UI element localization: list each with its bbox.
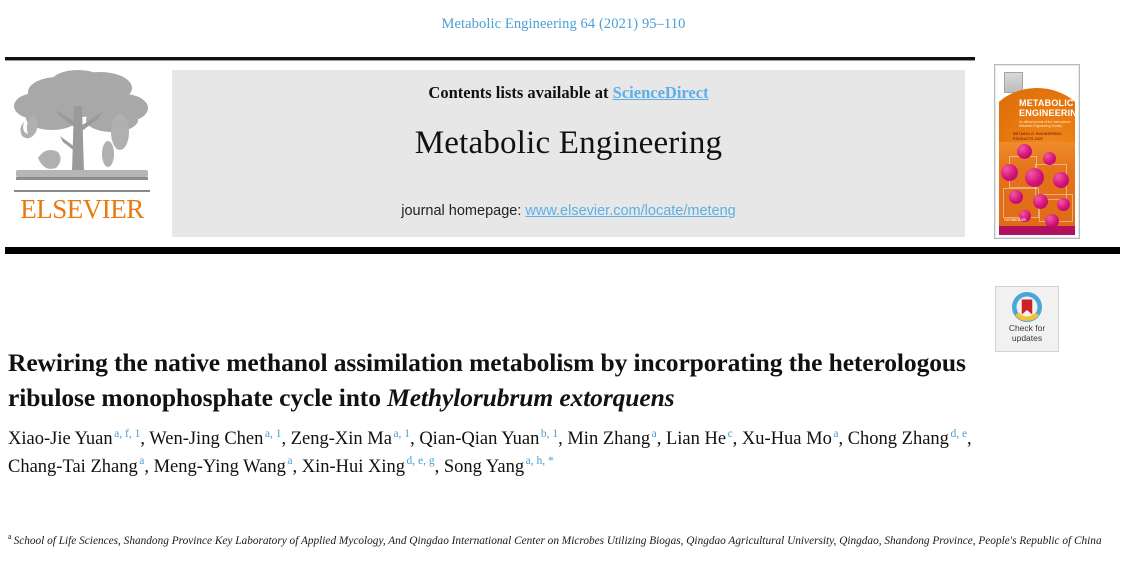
sciencedirect-link[interactable]: ScienceDirect: [612, 83, 709, 102]
crossmark-label: Check for updates: [996, 323, 1058, 343]
author-affiliation-marks[interactable]: a, 1: [264, 427, 282, 440]
crossmark-label-line1: Check for: [1008, 323, 1046, 333]
author-affiliation-marks[interactable]: a: [139, 455, 145, 468]
author-name[interactable]: Xu-Hua Mo: [741, 429, 832, 449]
cover-title-line1: METABOLIC: [1019, 98, 1074, 108]
author-name[interactable]: Song Yang: [443, 456, 525, 477]
author-name[interactable]: Qian-Qian Yuan: [419, 429, 540, 449]
author-affiliation-marks[interactable]: a: [287, 455, 293, 468]
author-affiliation-marks[interactable]: a: [833, 427, 839, 440]
affiliation-item: a School of Life Sciences, Shandong Provi…: [8, 532, 1118, 550]
header-divider-top: [5, 57, 975, 61]
crossmark-badge[interactable]: Check for updates: [995, 286, 1059, 352]
cover-footer-bar: [999, 226, 1075, 235]
author-name[interactable]: Lian He: [665, 429, 727, 449]
journal-homepage-prefix: journal homepage:: [401, 203, 526, 219]
affiliation-mark: a: [8, 532, 12, 542]
author-affiliation-marks[interactable]: a, 1: [393, 427, 411, 440]
elsevier-wordmark: ELSEVIER: [20, 194, 144, 224]
article-title-text: Rewiring the native methanol assimilatio…: [8, 348, 966, 413]
cover-title: METABOLIC ENGINEERING: [1019, 98, 1075, 118]
author-name[interactable]: Xin-Hui Xing: [301, 456, 406, 477]
contents-lists-line: Contents lists available at ScienceDirec…: [172, 83, 965, 103]
author-affiliation-marks[interactable]: a, f, 1: [114, 427, 141, 440]
header-divider-bottom: [5, 247, 1120, 254]
author-name[interactable]: Xiao-Jie Yuan: [8, 429, 113, 449]
journal-banner: Contents lists available at ScienceDirec…: [172, 70, 965, 237]
elsevier-tree-icon: [14, 70, 148, 180]
author-affiliation-marks[interactable]: a, h, *: [525, 455, 554, 468]
article-title-species: Methylorubrum extorquens: [387, 383, 675, 413]
author-affiliation-marks[interactable]: b, 1: [540, 427, 559, 440]
author-list: Xiao-Jie Yuan a, f, 1, Wen-Jing Chen a, 1,…: [8, 427, 972, 477]
author-name[interactable]: Wen-Jing Chen: [149, 429, 264, 449]
journal-title: Metabolic Engineering: [414, 125, 723, 161]
journal-homepage-line: journal homepage: www.elsevier.com/locat…: [172, 203, 965, 219]
affiliation-text: School of Life Sciences, Shandong Provin…: [13, 535, 1102, 547]
elsevier-logo: ELSEVIER: [8, 66, 156, 234]
journal-cover-image: METABOLIC ENGINEERING An official journa…: [999, 68, 1075, 235]
author-name[interactable]: Chong Zhang: [847, 429, 949, 449]
contents-lists-prefix: Contents lists available at: [428, 83, 613, 102]
author-name[interactable]: Chang-Tai Zhang: [8, 456, 138, 477]
cover-banner-text: METABOLIC ENGINEERING PRODUCTS 2020: [1013, 132, 1062, 141]
cover-title-line2: ENGINEERING: [1019, 108, 1075, 118]
author-affiliation-marks[interactable]: d, e: [950, 427, 968, 440]
author-name[interactable]: Min Zhang: [567, 429, 651, 449]
article-title: Rewiring the native methanol assimilatio…: [8, 345, 973, 415]
author-name[interactable]: Meng-Ying Wang: [153, 456, 286, 477]
cover-molecule-graphic: Amsterdam: [999, 142, 1075, 235]
author-affiliation-marks[interactable]: d, e, g: [406, 455, 435, 468]
author-affiliation-marks[interactable]: c: [727, 427, 733, 440]
crossmark-check-for-updates-icon: [1012, 292, 1042, 322]
journal-cover-thumbnail[interactable]: METABOLIC ENGINEERING An official journa…: [994, 64, 1080, 239]
cover-tagline: An official journal of the International…: [1019, 120, 1071, 129]
affiliation-list: a School of Life Sciences, Shandong Provi…: [8, 532, 1118, 550]
author-affiliation-marks[interactable]: a: [651, 427, 657, 440]
journal-homepage-link[interactable]: www.elsevier.com/locate/meteng: [525, 203, 736, 219]
crossmark-label-line2: updates: [1011, 333, 1043, 343]
elsevier-logo-divider: [14, 190, 150, 192]
cover-imprint: Amsterdam: [1004, 217, 1027, 222]
author-name[interactable]: Zeng-Xin Ma: [290, 429, 392, 449]
running-head: Metabolic Engineering 64 (2021) 95–110: [441, 16, 686, 32]
